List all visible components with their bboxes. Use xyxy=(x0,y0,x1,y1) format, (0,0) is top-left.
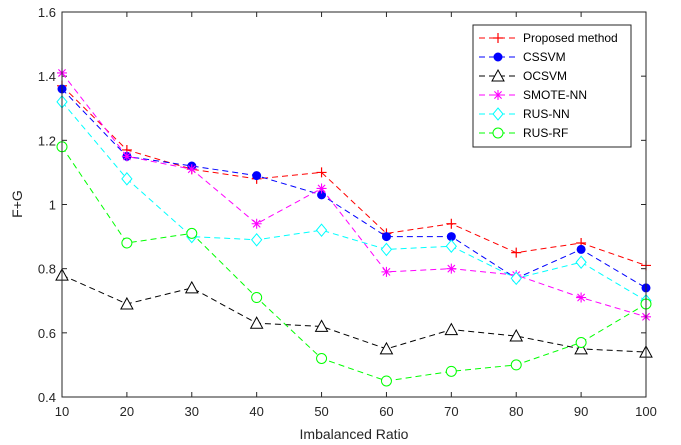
x-tick-label: 90 xyxy=(574,404,588,419)
legend-marker xyxy=(492,127,504,139)
x-tick-label: 80 xyxy=(509,404,523,419)
data-point xyxy=(121,172,133,186)
data-point xyxy=(509,328,524,342)
data-point xyxy=(120,296,134,310)
data-point xyxy=(249,316,264,329)
legend-marker xyxy=(493,90,503,100)
legend: Proposed method CSSVM OCSVM SMOTE-NN RUS-NN R… xyxy=(472,24,632,148)
y-axis-label: F+G xyxy=(9,190,25,218)
legend-marker xyxy=(493,52,503,62)
data-point xyxy=(381,232,391,242)
data-point xyxy=(252,171,262,181)
data-point xyxy=(445,365,457,377)
data-point xyxy=(576,244,586,254)
x-tick-label: 20 xyxy=(120,404,134,419)
data-point xyxy=(251,292,263,304)
data-point xyxy=(315,223,328,237)
legend-label: RUS-NN xyxy=(523,107,570,121)
data-point xyxy=(314,319,329,332)
series-line xyxy=(61,101,647,302)
data-point xyxy=(379,341,394,355)
data-point xyxy=(121,237,133,249)
legend-label: SMOTE-NN xyxy=(523,88,587,102)
data-point xyxy=(575,255,587,270)
x-tick-label: 10 xyxy=(55,404,69,419)
data-point xyxy=(381,266,392,277)
y-tick-label: 0.4 xyxy=(38,390,56,405)
legend-item: OCSVM xyxy=(479,68,567,83)
y-axis-ticks: 0.4 0.6 0.8 1 1.2 1.4 1.6 xyxy=(38,5,646,405)
x-tick-label: 50 xyxy=(314,404,328,419)
data-point xyxy=(184,280,199,294)
data-point xyxy=(251,218,262,229)
x-tick-label: 40 xyxy=(249,404,263,419)
legend-item: RUS-NN xyxy=(479,107,570,121)
data-point xyxy=(186,164,197,175)
y-tick-label: 1 xyxy=(49,198,56,213)
series-line xyxy=(61,85,647,266)
series-line xyxy=(61,274,647,353)
data-point xyxy=(380,375,392,387)
legend-label: Proposed method xyxy=(523,31,618,45)
legend-marker xyxy=(491,68,505,82)
y-tick-label: 0.6 xyxy=(38,326,56,341)
series-line xyxy=(61,88,647,289)
y-tick-label: 1.4 xyxy=(38,69,56,84)
x-axis-ticks: 10 20 30 40 50 60 70 80 90 100 xyxy=(55,12,657,419)
legend-label: CSSVM xyxy=(523,50,566,64)
data-point xyxy=(446,263,457,274)
x-axis-label: Imbalanced Ratio xyxy=(300,426,409,442)
series-rus-nn xyxy=(56,95,652,308)
legend-label: RUS-RF xyxy=(523,126,568,140)
legend-marker xyxy=(492,107,504,121)
y-tick-label: 1.6 xyxy=(38,5,56,20)
x-tick-label: 70 xyxy=(444,404,458,419)
legend-marker xyxy=(493,33,503,43)
data-point xyxy=(445,239,457,253)
data-point xyxy=(576,292,587,303)
data-point xyxy=(510,359,522,371)
y-tick-label: 1.2 xyxy=(38,133,56,148)
data-point xyxy=(121,151,132,162)
data-point xyxy=(575,336,587,348)
data-point xyxy=(186,227,198,239)
data-point xyxy=(444,322,459,336)
legend-item: SMOTE-NN xyxy=(479,88,587,102)
data-point xyxy=(511,247,522,258)
data-point xyxy=(316,167,327,178)
data-point xyxy=(446,218,457,229)
data-point xyxy=(316,183,327,194)
y-tick-label: 0.8 xyxy=(38,262,56,277)
data-point xyxy=(446,232,456,242)
series-line xyxy=(61,72,647,318)
x-tick-label: 60 xyxy=(379,404,393,419)
legend-label: OCSVM xyxy=(523,69,567,83)
data-point xyxy=(380,242,393,257)
data-point xyxy=(574,341,588,355)
legend-item: CSSVM xyxy=(479,50,566,64)
series-line xyxy=(61,146,647,382)
legend-item: Proposed method xyxy=(479,31,618,45)
x-tick-label: 30 xyxy=(185,404,199,419)
data-point xyxy=(251,233,263,247)
legend-box xyxy=(472,24,632,148)
legend-item: RUS-RF xyxy=(479,126,568,140)
plot-frame xyxy=(61,11,647,398)
data-point xyxy=(510,271,522,286)
x-tick-label: 100 xyxy=(635,404,657,419)
data-point xyxy=(316,353,328,364)
